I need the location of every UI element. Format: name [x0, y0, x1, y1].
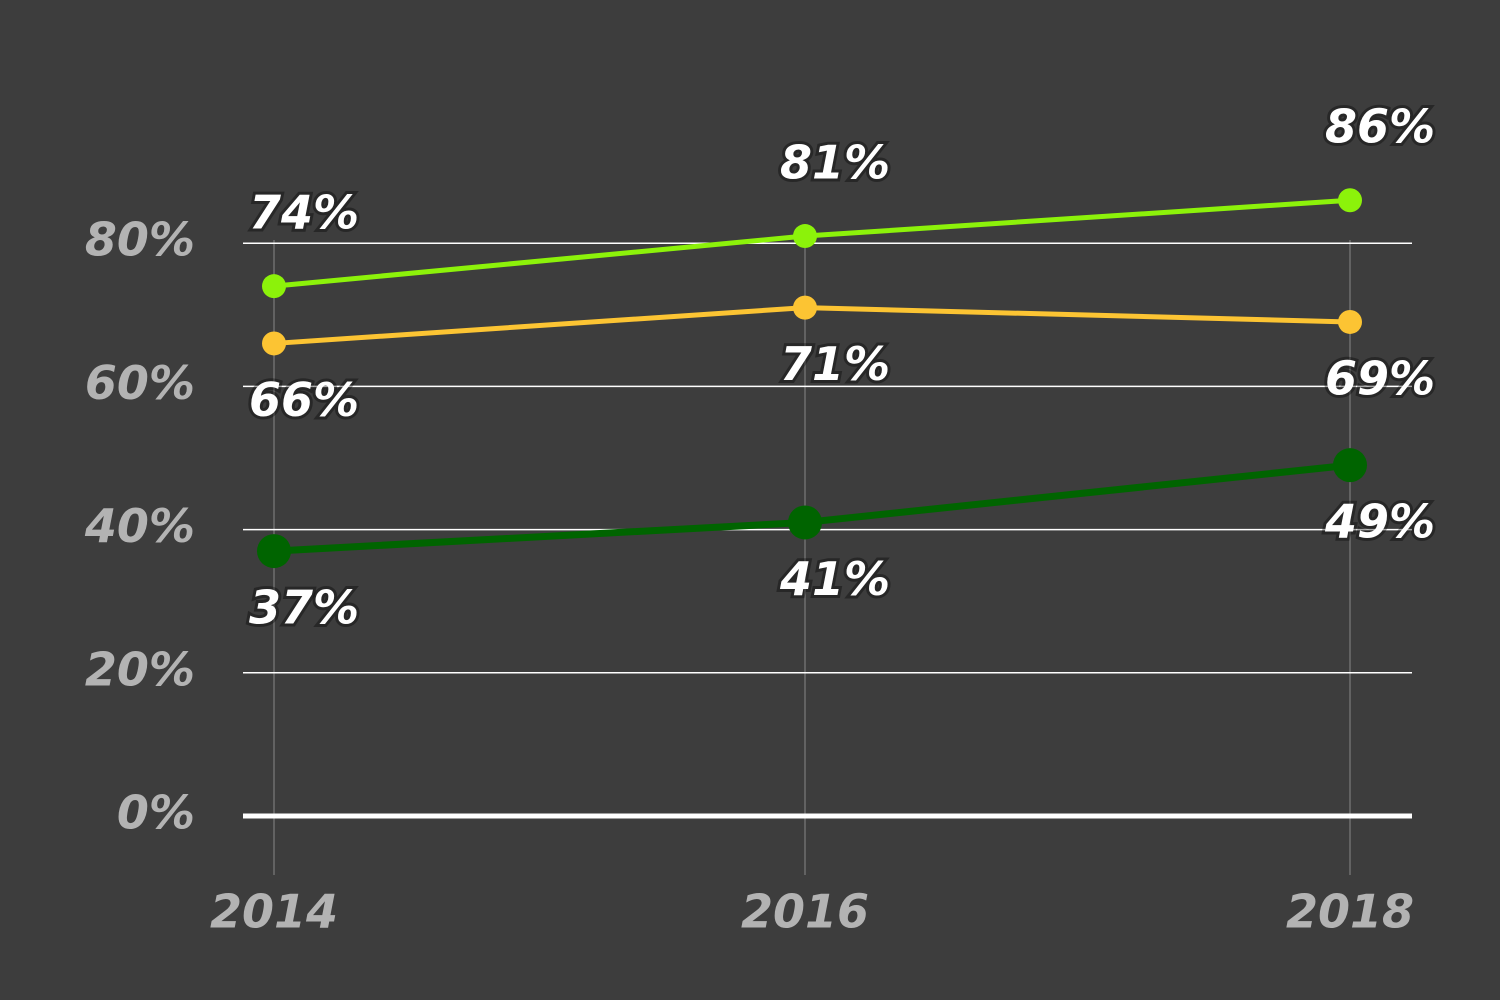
point — [793, 295, 817, 320]
value-label: 74% — [249, 186, 359, 240]
x-tick-label: 2014 — [210, 885, 338, 939]
value-label: 81% — [780, 136, 890, 190]
y-tick-label: 60% — [85, 356, 195, 410]
value-label: 37% — [249, 581, 359, 635]
point — [262, 331, 286, 356]
value-label: 71% — [780, 337, 890, 391]
point — [1338, 309, 1362, 334]
point — [257, 534, 291, 569]
point — [793, 224, 817, 249]
y-tick-label: 80% — [85, 213, 195, 267]
y-tick-label: 40% — [84, 499, 195, 553]
value-label: 86% — [1325, 100, 1435, 154]
y-tick-label: 20% — [85, 642, 195, 696]
x-tick-label: 2018 — [1286, 885, 1414, 939]
value-label: 49% — [1324, 495, 1435, 549]
point — [788, 505, 822, 540]
value-label: 41% — [779, 552, 890, 606]
y-tick-label: 0% — [117, 786, 195, 840]
value-label: 66% — [249, 373, 359, 427]
point — [1338, 188, 1362, 213]
x-tick-label: 2016 — [741, 885, 869, 939]
point — [1333, 448, 1367, 483]
point — [262, 274, 286, 299]
value-label: 69% — [1325, 351, 1435, 405]
